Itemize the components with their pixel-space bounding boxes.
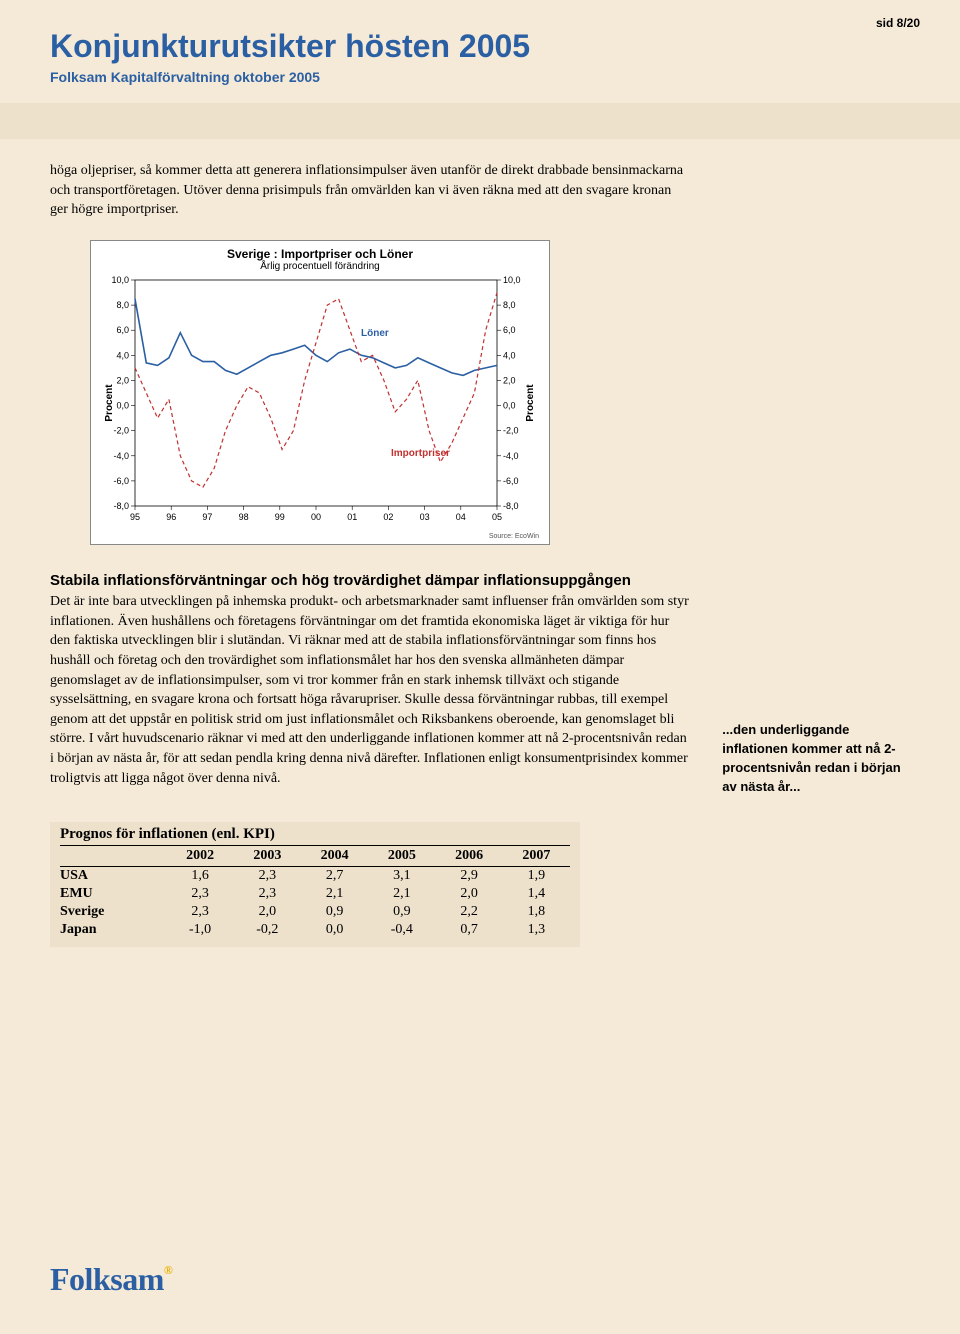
svg-text:95: 95 (130, 512, 140, 522)
table-cell: 2,9 (435, 867, 502, 886)
table-header-cell (60, 846, 166, 867)
forecast-table: 200220032004200520062007 USA1,62,32,73,1… (60, 845, 570, 939)
table-row: Japan-1,0-0,20,0-0,40,71,3 (60, 921, 570, 939)
svg-text:01: 01 (347, 512, 357, 522)
section-heading: Stabila inflationsförväntningar och hög … (50, 571, 692, 591)
svg-text:6,0: 6,0 (116, 325, 129, 335)
chart-title: Sverige : Importpriser och Löner (101, 247, 539, 261)
y-axis-label-left: Procent (104, 385, 115, 422)
main-column: höga oljepriser, så kommer detta att gen… (50, 161, 692, 947)
table-cell: 0,0 (301, 921, 368, 939)
table-cell: 1,6 (166, 867, 233, 886)
table-cell: 2,3 (166, 903, 233, 921)
table-cell: 0,9 (301, 903, 368, 921)
table-cell: 3,1 (368, 867, 435, 886)
y-axis-label-right: Procent (525, 385, 536, 422)
chart-svg: 10,0 10,0 8,0 8,0 6,0 6,0 4,0 4,0 2,0 2,0 0,0 0,0 -2… (101, 276, 531, 526)
table-cell: 1,8 (503, 903, 570, 921)
svg-text:2,0: 2,0 (116, 375, 129, 385)
logo-text: Folksam (50, 1261, 164, 1297)
table-header-cell: 2005 (368, 846, 435, 867)
svg-text:8,0: 8,0 (503, 300, 516, 310)
table-cell: 2,0 (435, 885, 502, 903)
svg-text:10,0: 10,0 (111, 276, 129, 285)
table-cell: 2,1 (368, 885, 435, 903)
forecast-table-block: Prognos för inflationen (enl. KPI) 20022… (50, 822, 580, 947)
svg-text:00: 00 (311, 512, 321, 522)
table-cell: Sverige (60, 903, 166, 921)
svg-text:03: 03 (420, 512, 430, 522)
page-number: sid 8/20 (876, 16, 920, 30)
table-cell: 1,3 (503, 921, 570, 939)
table-cell: 0,7 (435, 921, 502, 939)
content: höga oljepriser, så kommer detta att gen… (0, 139, 960, 947)
chart-plot: Procent Procent 10,0 10,0 8,0 8,0 6,0 6,0 4,0 4… (101, 276, 539, 531)
table-cell: 0,9 (368, 903, 435, 921)
svg-text:6,0: 6,0 (503, 325, 516, 335)
side-quote: ...den underliggande inflationen kommer … (722, 721, 910, 796)
table-cell: 1,4 (503, 885, 570, 903)
table-header-cell: 2004 (301, 846, 368, 867)
table-cell: 1,9 (503, 867, 570, 886)
svg-text:04: 04 (456, 512, 466, 522)
svg-text:97: 97 (202, 512, 212, 522)
chart-container: Sverige : Importpriser och Löner Årlig p… (90, 240, 550, 545)
svg-text:-6,0: -6,0 (503, 476, 519, 486)
side-column: ...den underliggande inflationen kommer … (722, 161, 910, 947)
svg-text:-4,0: -4,0 (503, 451, 519, 461)
table-cell: 2,0 (234, 903, 301, 921)
table-cell: 2,3 (234, 885, 301, 903)
table-cell: 2,3 (166, 885, 233, 903)
chart-subtitle: Årlig procentuell förändring (101, 261, 539, 272)
svg-text:02: 02 (383, 512, 393, 522)
table-row: USA1,62,32,73,12,91,9 (60, 867, 570, 886)
table-row: EMU2,32,32,12,12,01,4 (60, 885, 570, 903)
table-cell: Japan (60, 921, 166, 939)
svg-text:-4,0: -4,0 (113, 451, 129, 461)
svg-text:4,0: 4,0 (116, 350, 129, 360)
svg-text:2,0: 2,0 (503, 375, 516, 385)
table-cell: -0,4 (368, 921, 435, 939)
table-cell: 2,3 (234, 867, 301, 886)
table-cell: 2,2 (435, 903, 502, 921)
document-header: Konjunkturutsikter hösten 2005 Folksam K… (0, 0, 960, 85)
svg-text:8,0: 8,0 (116, 300, 129, 310)
table-header-cell: 2003 (234, 846, 301, 867)
svg-text:98: 98 (239, 512, 249, 522)
svg-text:-6,0: -6,0 (113, 476, 129, 486)
svg-text:Importpriser: Importpriser (391, 448, 450, 459)
table-header-cell: 2002 (166, 846, 233, 867)
document-subtitle: Folksam Kapitalförvaltning oktober 2005 (50, 69, 910, 85)
table-header-cell: 2007 (503, 846, 570, 867)
svg-text:10,0: 10,0 (503, 276, 521, 285)
svg-text:Löner: Löner (361, 328, 389, 339)
header-band (0, 103, 960, 139)
table-cell: 2,7 (301, 867, 368, 886)
table-cell: EMU (60, 885, 166, 903)
table-cell: USA (60, 867, 166, 886)
chart-source: Source: EcoWin (101, 533, 539, 540)
logo-registered-icon: ® (164, 1263, 172, 1277)
svg-text:96: 96 (166, 512, 176, 522)
section-body: Det är inte bara utvecklingen på inhemsk… (50, 592, 692, 788)
document-title: Konjunkturutsikter hösten 2005 (50, 28, 910, 65)
table-cell: 2,1 (301, 885, 368, 903)
svg-text:0,0: 0,0 (503, 400, 516, 410)
svg-text:4,0: 4,0 (503, 350, 516, 360)
svg-text:-8,0: -8,0 (113, 501, 129, 511)
svg-text:-2,0: -2,0 (503, 425, 519, 435)
table-cell: -0,2 (234, 921, 301, 939)
svg-text:-8,0: -8,0 (503, 501, 519, 511)
folksam-logo: Folksam® (50, 1261, 172, 1298)
table-header-cell: 2006 (435, 846, 502, 867)
table-cell: -1,0 (166, 921, 233, 939)
table-row: Sverige2,32,00,90,92,21,8 (60, 903, 570, 921)
svg-text:05: 05 (492, 512, 502, 522)
svg-text:-2,0: -2,0 (113, 425, 129, 435)
table-title: Prognos för inflationen (enl. KPI) (60, 826, 570, 843)
intro-paragraph: höga oljepriser, så kommer detta att gen… (50, 161, 692, 220)
svg-text:0,0: 0,0 (116, 400, 129, 410)
svg-text:99: 99 (275, 512, 285, 522)
